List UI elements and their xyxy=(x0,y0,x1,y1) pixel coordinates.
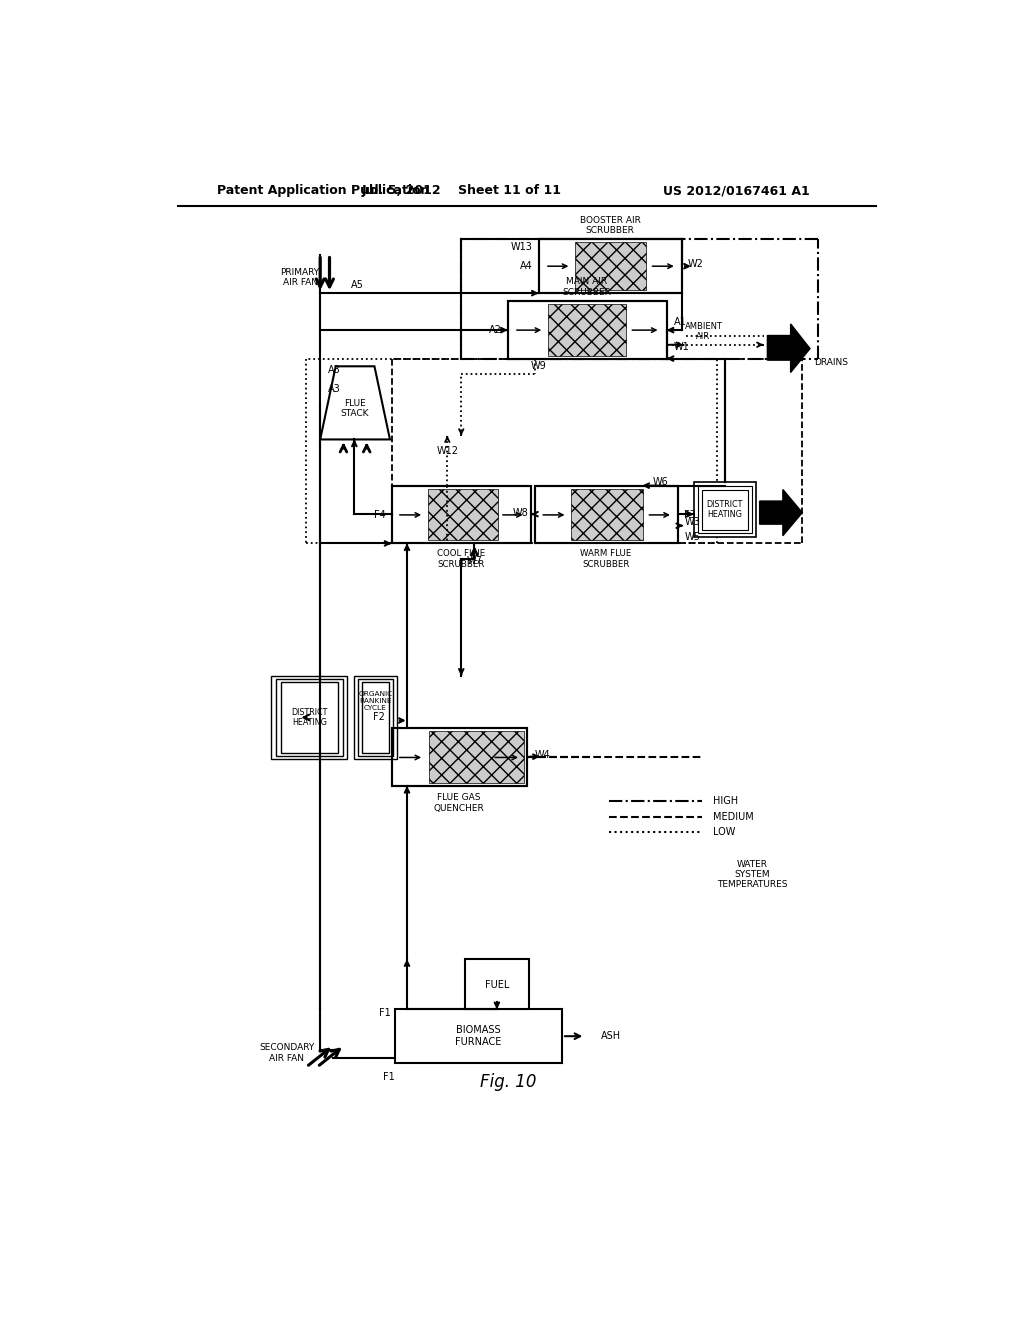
Text: F2: F2 xyxy=(374,713,385,722)
Text: W1: W1 xyxy=(674,342,689,352)
Text: DRAINS: DRAINS xyxy=(814,358,848,367)
Text: A3: A3 xyxy=(328,384,341,395)
Text: Fig. 10: Fig. 10 xyxy=(479,1073,536,1092)
Text: HIGH: HIGH xyxy=(713,796,738,807)
Text: W3: W3 xyxy=(684,517,700,527)
Polygon shape xyxy=(767,323,810,372)
Bar xyxy=(539,239,682,293)
Bar xyxy=(535,486,678,544)
Text: W4: W4 xyxy=(535,750,551,760)
Polygon shape xyxy=(760,490,802,536)
Text: W2: W2 xyxy=(687,259,703,269)
Bar xyxy=(362,682,389,752)
Text: MEDIUM: MEDIUM xyxy=(713,812,754,822)
Bar xyxy=(391,729,527,785)
Text: W6: W6 xyxy=(652,477,669,487)
Text: WATER
SYSTEM
TEMPERATURES: WATER SYSTEM TEMPERATURES xyxy=(717,859,787,890)
Bar xyxy=(575,243,646,290)
Bar xyxy=(548,304,626,355)
Bar xyxy=(358,678,393,756)
Text: W10: W10 xyxy=(764,504,785,513)
Text: A2: A2 xyxy=(488,325,502,335)
Text: A1: A1 xyxy=(674,317,686,326)
Bar xyxy=(571,488,643,540)
Bar xyxy=(693,482,756,537)
Text: W11: W11 xyxy=(773,342,795,352)
Text: F1: F1 xyxy=(380,1008,391,1018)
Text: PRIMARY
AIR FAN: PRIMARY AIR FAN xyxy=(281,268,319,288)
Bar xyxy=(271,676,347,759)
Bar xyxy=(508,301,667,359)
Text: AMBIENT
AIR: AMBIENT AIR xyxy=(684,322,723,342)
Text: Patent Application Publication: Patent Application Publication xyxy=(217,185,429,197)
Text: ASH: ASH xyxy=(601,1031,621,1041)
Text: FUEL: FUEL xyxy=(484,979,509,990)
Bar xyxy=(391,486,531,544)
Bar xyxy=(535,486,678,544)
Bar xyxy=(429,731,524,783)
Text: BOOSTER AIR
SCRUBBER: BOOSTER AIR SCRUBBER xyxy=(580,215,640,235)
Text: BIOMASS
FURNACE: BIOMASS FURNACE xyxy=(455,1026,502,1047)
Text: LOW: LOW xyxy=(713,828,735,837)
Text: DISTRICT
HEATING: DISTRICT HEATING xyxy=(291,708,328,727)
Bar xyxy=(701,490,748,529)
Text: A4: A4 xyxy=(520,261,532,271)
Text: W9: W9 xyxy=(530,362,547,371)
Bar xyxy=(508,301,667,359)
Text: W8: W8 xyxy=(513,508,528,517)
Text: F4: F4 xyxy=(374,510,385,520)
Text: DISTRICT
HEATING: DISTRICT HEATING xyxy=(707,500,743,519)
Text: A3: A3 xyxy=(328,366,341,375)
Text: A5: A5 xyxy=(351,280,365,290)
Text: W7: W7 xyxy=(467,556,482,566)
Polygon shape xyxy=(321,367,390,440)
Bar xyxy=(281,682,338,752)
Text: F3: F3 xyxy=(684,510,696,520)
Text: COOL FLUE
SCRUBBER: COOL FLUE SCRUBBER xyxy=(437,549,485,569)
Text: US 2012/0167461 A1: US 2012/0167461 A1 xyxy=(664,185,810,197)
Text: ORGANIC
RANKINE
CYCLE: ORGANIC RANKINE CYCLE xyxy=(358,692,392,711)
Text: Jul. 5, 2012    Sheet 11 of 11: Jul. 5, 2012 Sheet 11 of 11 xyxy=(361,185,561,197)
Bar xyxy=(354,676,397,759)
Text: WARM FLUE
SCRUBBER: WARM FLUE SCRUBBER xyxy=(581,549,632,569)
Text: SECONDARY
AIR FAN: SECONDARY AIR FAN xyxy=(259,1043,314,1063)
Bar xyxy=(395,1010,562,1063)
Bar xyxy=(391,729,527,785)
Bar xyxy=(539,239,682,293)
Text: W5: W5 xyxy=(684,532,700,543)
Text: W13: W13 xyxy=(511,242,532,252)
Bar xyxy=(697,486,752,533)
Bar xyxy=(276,678,343,756)
Bar xyxy=(465,960,528,1010)
Text: MAIN AIR
SCRUBBER: MAIN AIR SCRUBBER xyxy=(562,277,611,297)
Bar xyxy=(428,488,498,540)
Bar xyxy=(391,486,531,544)
Text: FLUE
STACK: FLUE STACK xyxy=(341,399,370,418)
Text: F1: F1 xyxy=(383,1072,395,1082)
Text: W12: W12 xyxy=(436,446,459,455)
Text: FLUE GAS
QUENCHER: FLUE GAS QUENCHER xyxy=(433,793,484,813)
